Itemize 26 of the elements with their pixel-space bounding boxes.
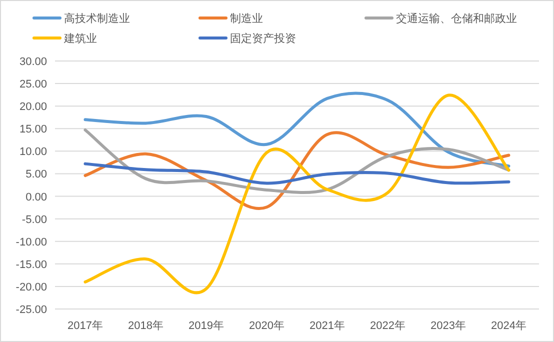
y-tick-label: -5.00: [22, 214, 47, 226]
x-tick-label: 2024年: [491, 320, 526, 332]
line-series: [84, 162, 510, 185]
y-tick-label: 30.00: [19, 56, 47, 68]
y-tick-label: -10.00: [16, 236, 47, 248]
x-tick-label: 2021年: [310, 320, 345, 332]
y-tick-label: 10.00: [19, 146, 47, 158]
y-tick-label: 5.00: [26, 168, 47, 181]
legend-label: 高技术制造业: [64, 12, 130, 25]
legend-label: 建筑业: [63, 32, 97, 45]
y-tick-label: 20.00: [19, 101, 47, 114]
y-tick-label: 15.00: [19, 124, 47, 136]
y-tick-label: -15.00: [16, 258, 47, 271]
x-tick-label: 2020年: [249, 320, 284, 332]
legend-label: 制造业: [230, 12, 263, 25]
y-tick-label: -20.00: [16, 281, 47, 294]
y-tick-label: -25.00: [16, 304, 47, 316]
x-tick-label: 2022年: [370, 320, 406, 332]
legend-label: 交通运输、仓储和邮政业: [396, 12, 517, 25]
y-tick-label: 25.00: [19, 78, 47, 91]
x-tick-label: 2023年: [430, 320, 466, 332]
legend-label: 固定资产投资: [230, 32, 296, 45]
x-tick-label: 2019年: [188, 320, 224, 332]
x-tick-label: 2018年: [128, 320, 164, 332]
y-tick-label: 0.00: [26, 191, 47, 204]
x-tick-label: 2017年: [68, 320, 103, 332]
